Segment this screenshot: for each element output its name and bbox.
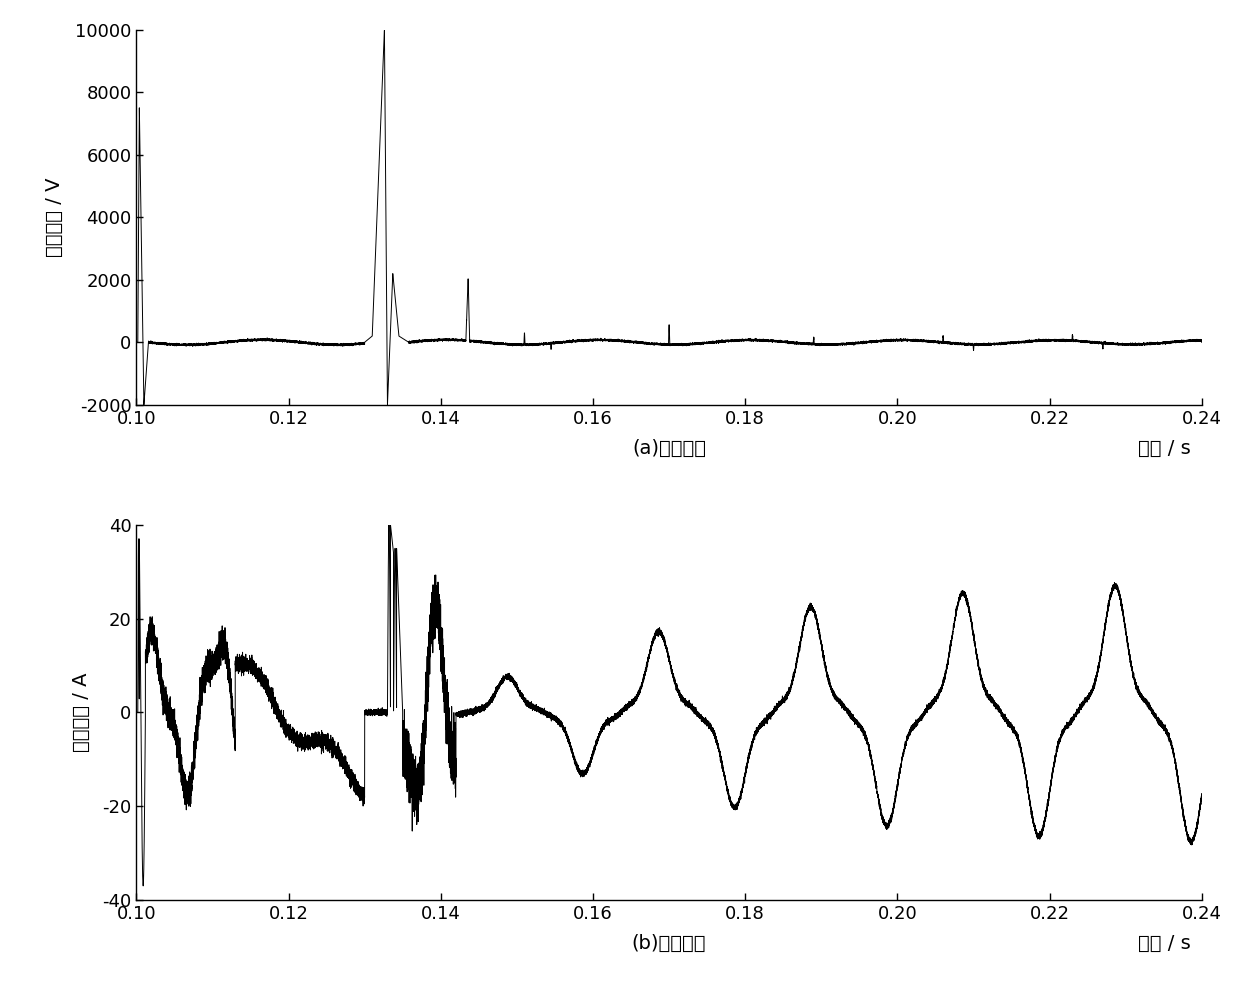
Text: 时间 / s: 时间 / s — [1139, 934, 1191, 952]
Y-axis label: 弧道电压 / V: 弧道电压 / V — [45, 177, 64, 257]
Text: 时间 / s: 时间 / s — [1139, 438, 1191, 458]
Y-axis label: 弧道电流 / A: 弧道电流 / A — [72, 673, 92, 753]
Text: (b)电流波形: (b)电流波形 — [632, 934, 706, 952]
Text: (a)电压波形: (a)电压波形 — [632, 438, 706, 458]
